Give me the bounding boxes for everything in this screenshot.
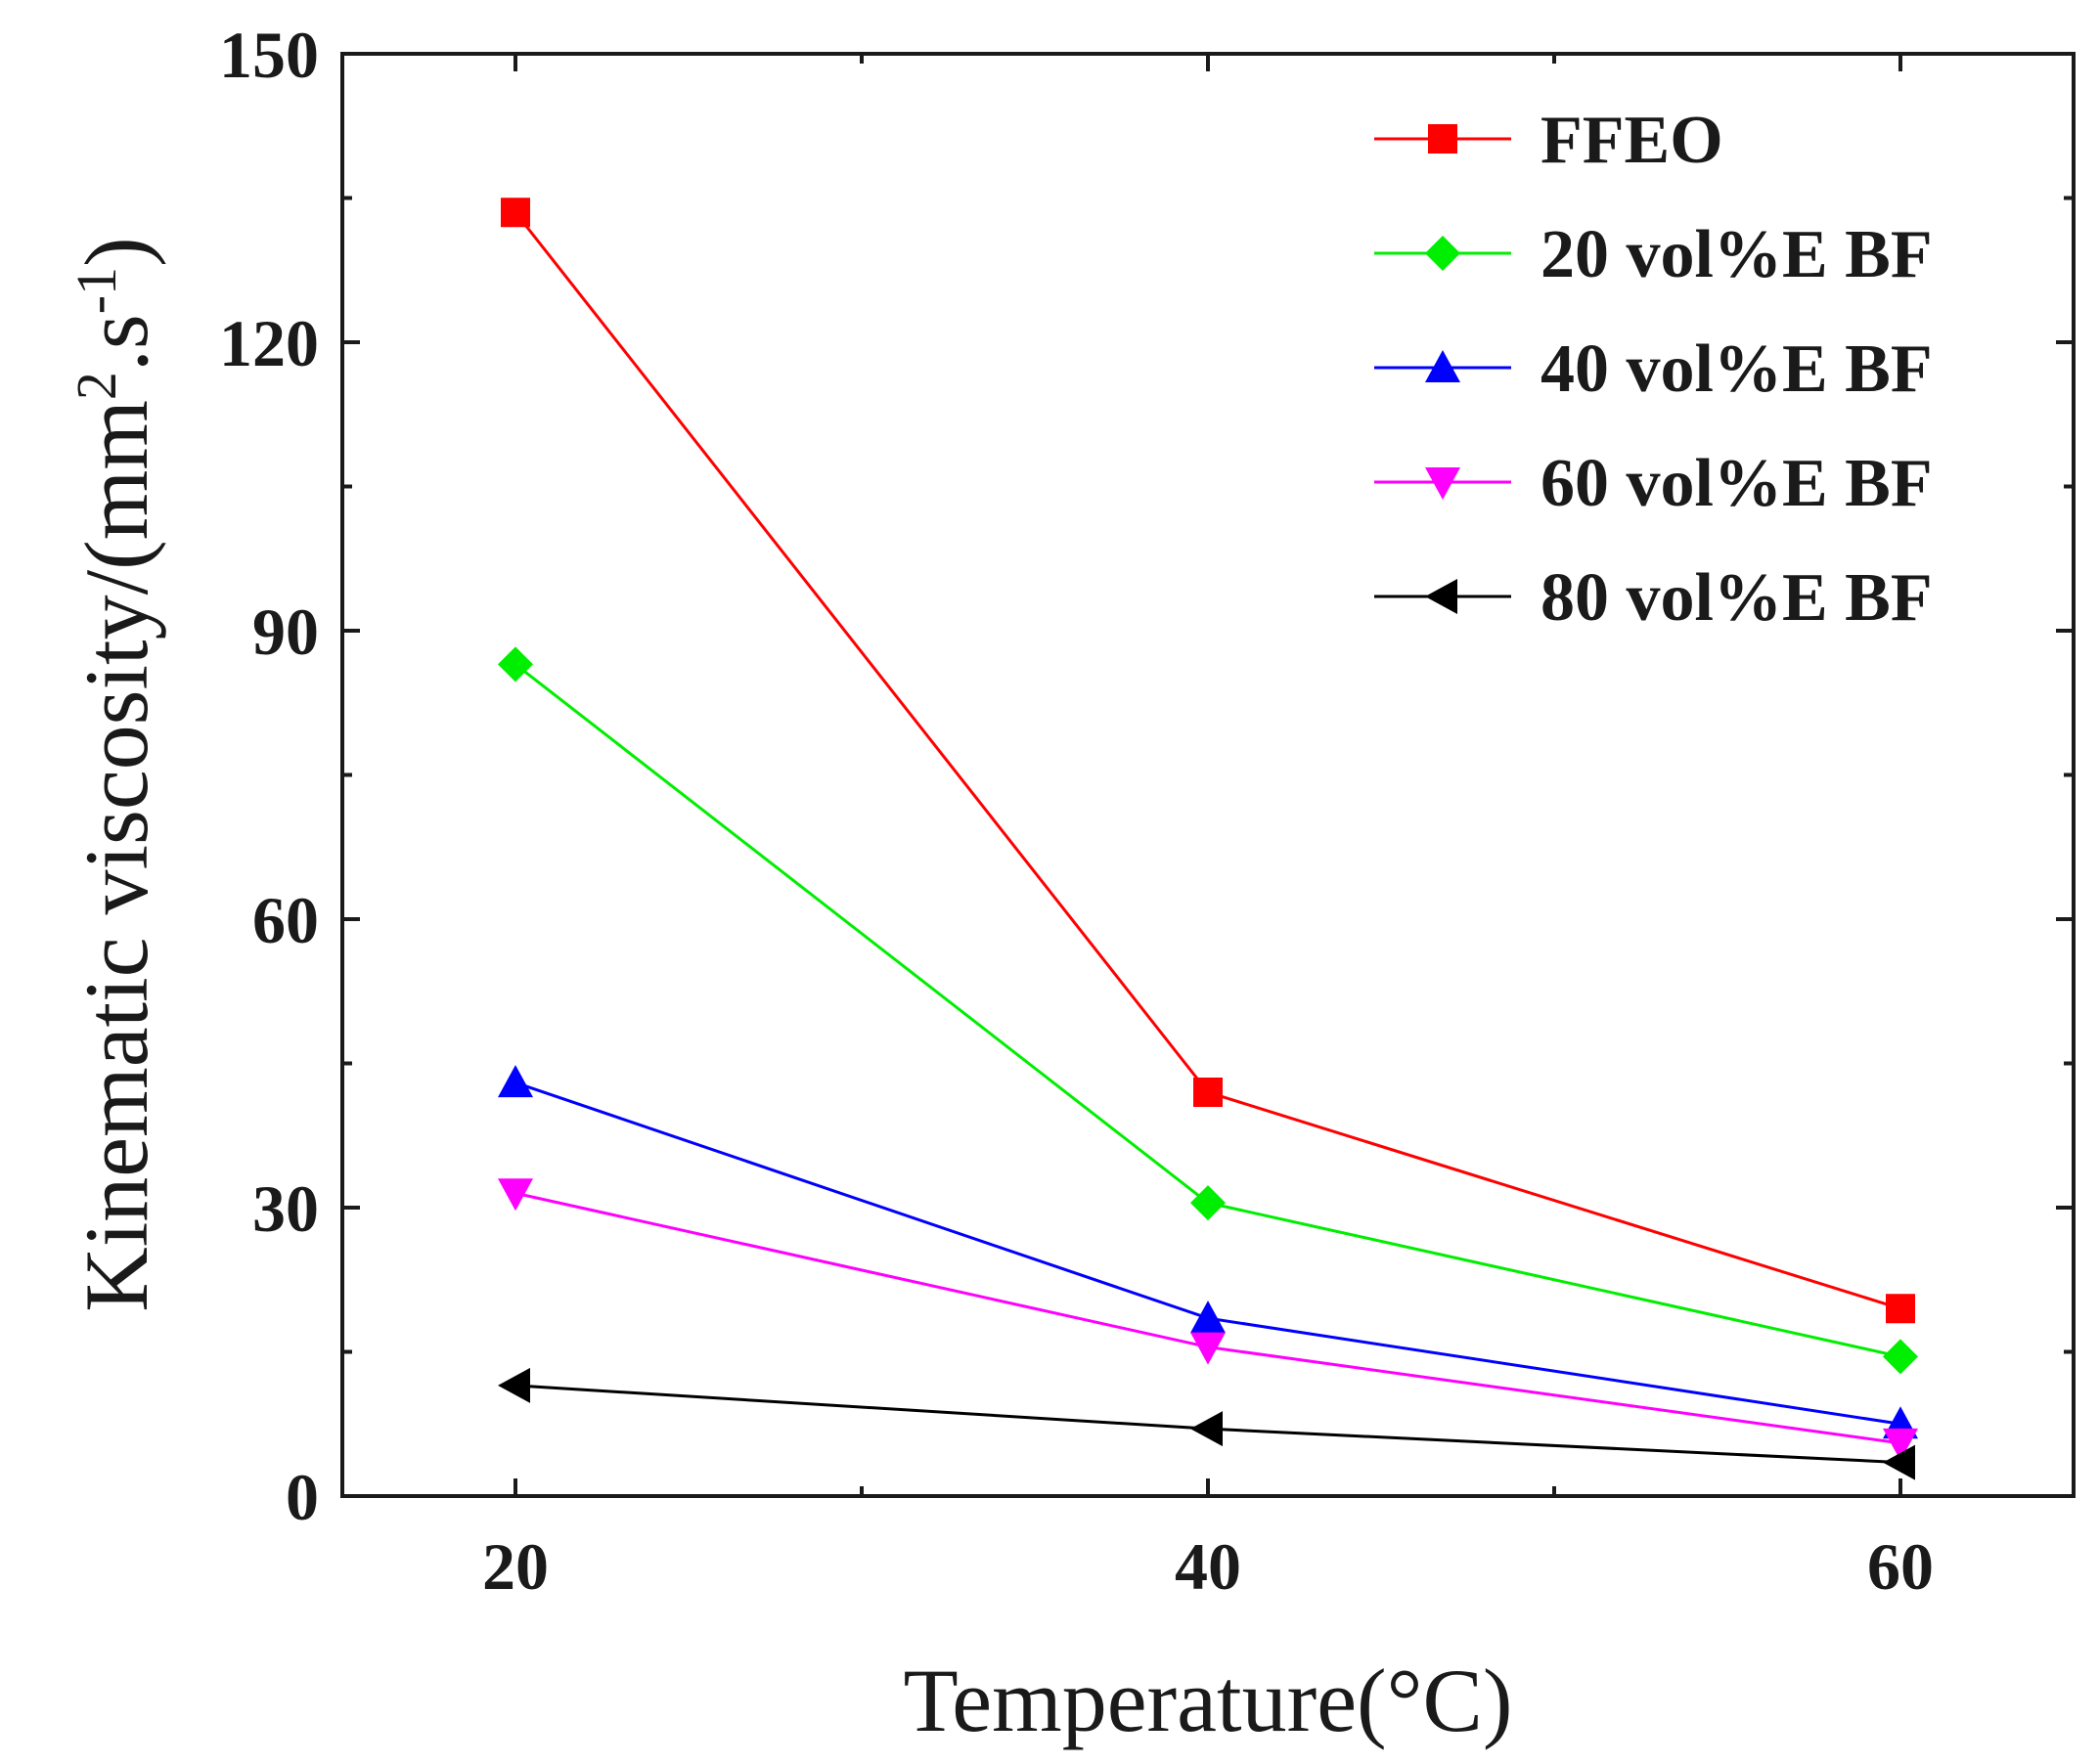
y-tick-label-4: 120 bbox=[219, 306, 319, 380]
y-axis-title-prefix: Kinematic viscosity/(mm bbox=[67, 400, 166, 1312]
x-tick-label-1: 40 bbox=[1175, 1529, 1241, 1604]
legend-item-0: FFEO bbox=[1374, 103, 1723, 178]
data-point-2-0 bbox=[498, 1065, 533, 1098]
y-axis-title: Kinematic viscosity/(mm2.s-1) bbox=[65, 237, 166, 1311]
legend-marker-0 bbox=[1428, 124, 1457, 154]
legend-item-2: 40 vol%E BF bbox=[1374, 331, 1933, 407]
y-axis-title-middle: .s bbox=[67, 314, 166, 372]
data-point-0-0 bbox=[501, 198, 530, 228]
axes-ticks: 0 30 60 90 120 150 20 40 60 bbox=[219, 18, 2074, 1604]
series-0 bbox=[501, 198, 1915, 1324]
legend-label-0: FFEO bbox=[1541, 103, 1723, 178]
x-tick-label-2: 60 bbox=[1867, 1529, 1934, 1604]
x-axis-title: Temperature(°C) bbox=[904, 1651, 1513, 1750]
x-tick-label-0: 20 bbox=[482, 1529, 549, 1604]
data-point-4-2 bbox=[1883, 1444, 1915, 1480]
data-point-4-1 bbox=[1190, 1411, 1223, 1447]
series-layer bbox=[498, 198, 1918, 1480]
series-1 bbox=[498, 646, 1918, 1375]
series-line-1 bbox=[514, 663, 1901, 1358]
y-tick-label-5: 150 bbox=[219, 18, 319, 92]
data-point-1-2 bbox=[1883, 1339, 1918, 1375]
y-tick-label-1: 30 bbox=[252, 1171, 319, 1246]
y-axis-title-suffix: ) bbox=[67, 237, 166, 267]
data-point-3-0 bbox=[498, 1178, 533, 1212]
legend-item-3: 60 vol%E BF bbox=[1374, 446, 1933, 521]
legend-label-3: 60 vol%E BF bbox=[1541, 446, 1933, 521]
legend-label-1: 20 vol%E BF bbox=[1541, 217, 1933, 292]
data-point-3-1 bbox=[1190, 1332, 1226, 1365]
y-axis-title-sup2: -1 bbox=[65, 267, 128, 314]
data-point-0-1 bbox=[1193, 1078, 1223, 1107]
legend: FFEO 20 vol%E BF 40 vol%E BF 60 vol%E BF 80 … bbox=[1374, 103, 1933, 636]
legend-marker-3 bbox=[1425, 467, 1460, 500]
data-point-2-1 bbox=[1190, 1301, 1226, 1334]
series-line-2 bbox=[514, 1080, 1901, 1426]
legend-marker-4 bbox=[1425, 579, 1457, 614]
legend-item-4: 80 vol%E BF bbox=[1374, 560, 1933, 636]
y-tick-label-2: 60 bbox=[252, 883, 319, 957]
data-point-0-2 bbox=[1886, 1294, 1915, 1324]
legend-marker-1 bbox=[1425, 236, 1460, 271]
data-point-3-2 bbox=[1883, 1428, 1918, 1461]
data-point-1-0 bbox=[498, 646, 533, 683]
data-point-1-1 bbox=[1190, 1185, 1226, 1221]
y-tick-label-0: 0 bbox=[286, 1460, 319, 1534]
series-2 bbox=[498, 1065, 1918, 1439]
y-tick-label-3: 90 bbox=[252, 595, 319, 669]
series-3 bbox=[498, 1178, 1918, 1461]
legend-label-2: 40 vol%E BF bbox=[1541, 331, 1933, 407]
y-axis-title-sup1: 2 bbox=[65, 372, 128, 400]
data-point-4-0 bbox=[498, 1367, 530, 1403]
legend-marker-2 bbox=[1425, 350, 1460, 382]
series-4 bbox=[498, 1367, 1915, 1480]
legend-item-1: 20 vol%E BF bbox=[1374, 217, 1933, 292]
legend-label-4: 80 vol%E BF bbox=[1541, 560, 1933, 636]
